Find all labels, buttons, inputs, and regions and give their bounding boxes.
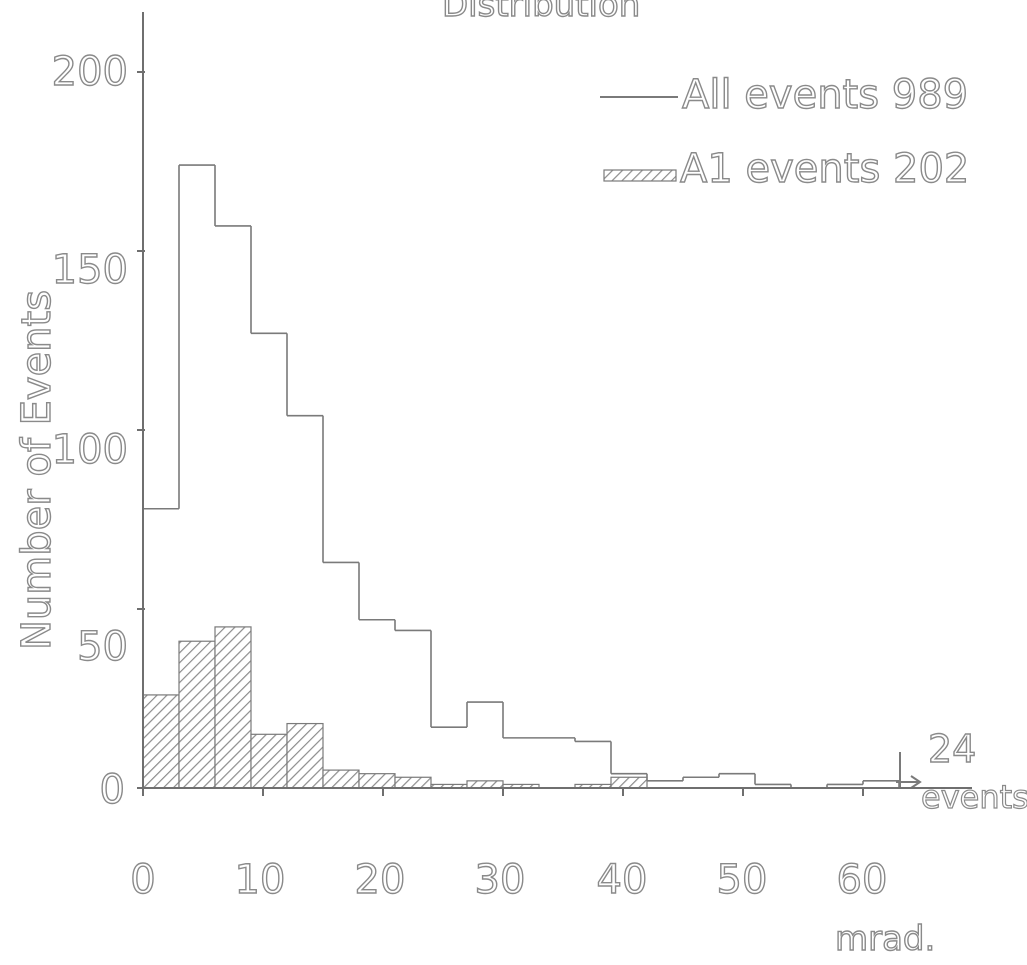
y-tick-label: 150 — [52, 247, 128, 293]
y-axis-label: Number of Events — [14, 290, 60, 650]
axes — [137, 12, 972, 796]
x-tick-label: 30 — [475, 857, 526, 903]
x-tick-label: 20 — [355, 857, 406, 903]
y-tick-label: 100 — [52, 427, 128, 473]
overflow-arrowhead — [910, 775, 922, 789]
a1-events-bars — [142, 626, 648, 789]
a1-bar — [178, 640, 216, 789]
overflow-events-label: events — [921, 778, 1027, 816]
overflow-annotation: 24 events — [896, 726, 1027, 817]
x-tick-label: 40 — [597, 857, 648, 903]
x-tick-label: 0 — [130, 857, 155, 903]
a1-bar — [358, 773, 396, 789]
a1-bar — [466, 780, 504, 789]
y-tick-label: 200 — [52, 49, 128, 95]
x-tick-label: 10 — [235, 857, 286, 903]
a1-bar — [250, 733, 288, 789]
a1-bar — [214, 626, 252, 789]
x-tick-label: 50 — [717, 857, 768, 903]
legend-swatch-a1-events — [603, 169, 677, 182]
y-tick-label: 50 — [77, 624, 128, 670]
overflow-count: 24 — [928, 727, 976, 771]
chart-title: Distribution — [442, 0, 640, 25]
legend-label-a1-events: A1 events 202 — [680, 146, 969, 192]
all-events-outline — [142, 164, 901, 789]
legend: All events 989 A1 events 202 — [600, 71, 970, 193]
a1-bar — [394, 776, 432, 789]
x-tick-label: 60 — [837, 857, 888, 903]
a1-bar — [322, 769, 360, 789]
x-axis-label: mrad. — [835, 919, 935, 959]
a1-bar — [286, 722, 324, 789]
legend-label-all-events: All events 989 — [682, 72, 968, 118]
y-tick-label: 0 — [100, 767, 125, 813]
a1-bar — [142, 694, 180, 789]
a1-bar — [610, 776, 648, 789]
